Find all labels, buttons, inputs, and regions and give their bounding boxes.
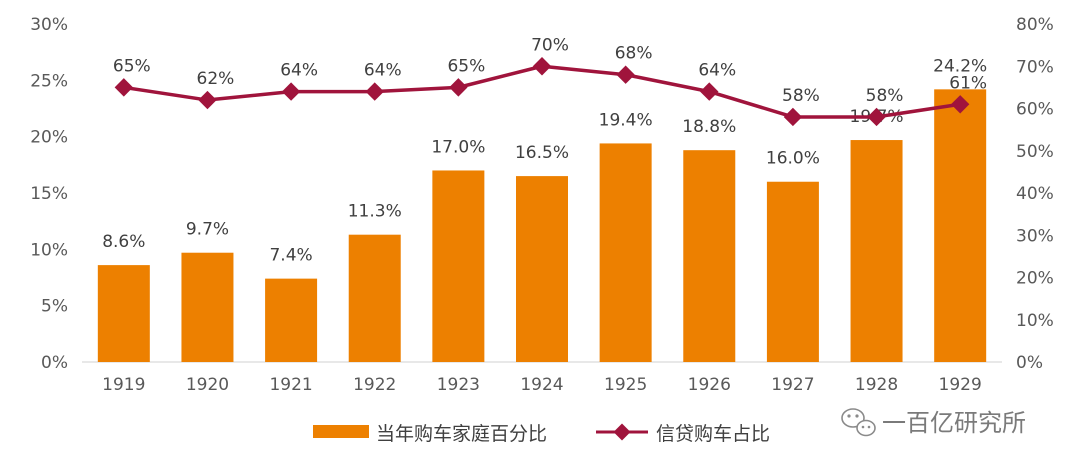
bar-data-label: 7.4% [269, 246, 312, 266]
left-y-tick-label: 20% [30, 128, 68, 148]
bar [516, 176, 568, 362]
x-tick-label: 1925 [604, 375, 647, 395]
legend-bar-label: 当年购车家庭百分比 [376, 423, 547, 445]
bar [265, 278, 318, 362]
line-data-label: 65% [113, 56, 151, 76]
right-y-tick-label: 60% [1016, 100, 1054, 120]
x-axis: 1919 1920 1921 1922 1923 1924 1925 1926 1927 1928… [102, 375, 982, 395]
legend-line-marker [613, 423, 631, 441]
line-point [616, 65, 635, 84]
right-y-tick-label: 10% [1016, 311, 1054, 331]
bar [683, 150, 736, 362]
right-y-tick-label: 0% [1016, 353, 1043, 373]
line-data-labels: 65% 62% 64% 64% 65% 70% 68% 64% 58% 58% 61% [113, 35, 987, 106]
left-y-tick-label: 25% [30, 71, 68, 91]
x-tick-label: 1924 [520, 375, 563, 395]
line-data-label: 58% [782, 86, 820, 106]
x-tick-label: 1923 [437, 375, 480, 395]
x-tick-label: 1919 [102, 375, 145, 395]
right-y-tick-label: 40% [1016, 184, 1054, 204]
legend-line-label: 信贷购车占比 [656, 423, 770, 445]
bar-data-label: 8.6% [102, 232, 145, 252]
line-data-label: 64% [698, 61, 736, 81]
line-point [700, 82, 719, 101]
line-data-label: 65% [447, 56, 485, 76]
line-data-label: 68% [615, 44, 653, 64]
line-point [114, 78, 134, 97]
left-y-tick-label: 0% [41, 353, 68, 373]
bar-series [97, 89, 987, 362]
bar-data-label: 24.2% [933, 56, 987, 76]
bar [181, 252, 234, 362]
right-y-tick-label: 20% [1016, 269, 1054, 289]
bar-data-label: 9.7% [186, 220, 229, 240]
x-tick-label: 1928 [855, 375, 898, 395]
x-tick-label: 1922 [353, 375, 396, 395]
line-point [532, 57, 552, 76]
left-y-axis: 0% 5% 10% 15% 20% 25% 30% [30, 15, 68, 373]
bar-data-label: 11.3% [348, 202, 402, 222]
line-data-label: 62% [197, 69, 235, 89]
bar-data-labels: 8.6% 9.7% 7.4% 11.3% 17.0% 16.5% 19.4% 18.8% 16.… [102, 56, 987, 265]
line-point [783, 107, 803, 127]
line-data-label: 64% [280, 61, 318, 81]
line-point [867, 107, 886, 127]
bar [934, 89, 987, 362]
x-tick-label: 1926 [688, 375, 731, 395]
bar-data-label: 17.0% [431, 137, 485, 157]
bar [850, 140, 903, 362]
line-data-label: 58% [866, 86, 904, 106]
legend: 当年购车家庭百分比 信贷购车占比 [313, 423, 770, 445]
bar [766, 181, 819, 362]
line-data-label: 64% [364, 61, 402, 81]
bar-data-label: 16.5% [515, 143, 569, 163]
left-y-tick-label: 15% [30, 184, 68, 204]
line-data-label: 61% [949, 73, 987, 93]
bar [348, 234, 401, 362]
line-point [950, 95, 970, 114]
left-y-tick-label: 10% [30, 240, 68, 260]
right-y-tick-label: 70% [1016, 57, 1054, 77]
x-tick-label: 1929 [939, 375, 982, 395]
left-y-tick-label: 5% [41, 297, 68, 317]
legend-bar-swatch [313, 425, 369, 438]
watermark: 一百亿研究所 [841, 408, 1026, 437]
right-y-tick-label: 30% [1016, 226, 1054, 246]
right-y-axis: 0% 10% 20% 30% 40% 50% 60% 70% 80% [1016, 15, 1054, 373]
bar-data-label: 19.4% [599, 110, 653, 130]
line-point [449, 78, 468, 97]
line-point [281, 82, 301, 101]
bar [432, 170, 485, 362]
x-tick-label: 1927 [771, 375, 814, 395]
right-y-tick-label: 80% [1016, 15, 1054, 35]
right-y-tick-label: 50% [1016, 142, 1054, 162]
wechat-icon [841, 408, 876, 437]
left-y-tick-label: 30% [30, 15, 68, 35]
line-point [365, 82, 384, 101]
line-point [198, 90, 217, 110]
x-tick-label: 1920 [186, 375, 229, 395]
watermark-text: 一百亿研究所 [882, 409, 1026, 437]
bar [97, 265, 150, 362]
line-data-label: 70% [531, 35, 569, 55]
bar-data-label: 16.0% [766, 149, 820, 169]
bar [599, 143, 652, 362]
bar-data-label: 18.8% [682, 117, 736, 137]
line-series [114, 57, 970, 127]
x-tick-label: 1921 [269, 375, 312, 395]
